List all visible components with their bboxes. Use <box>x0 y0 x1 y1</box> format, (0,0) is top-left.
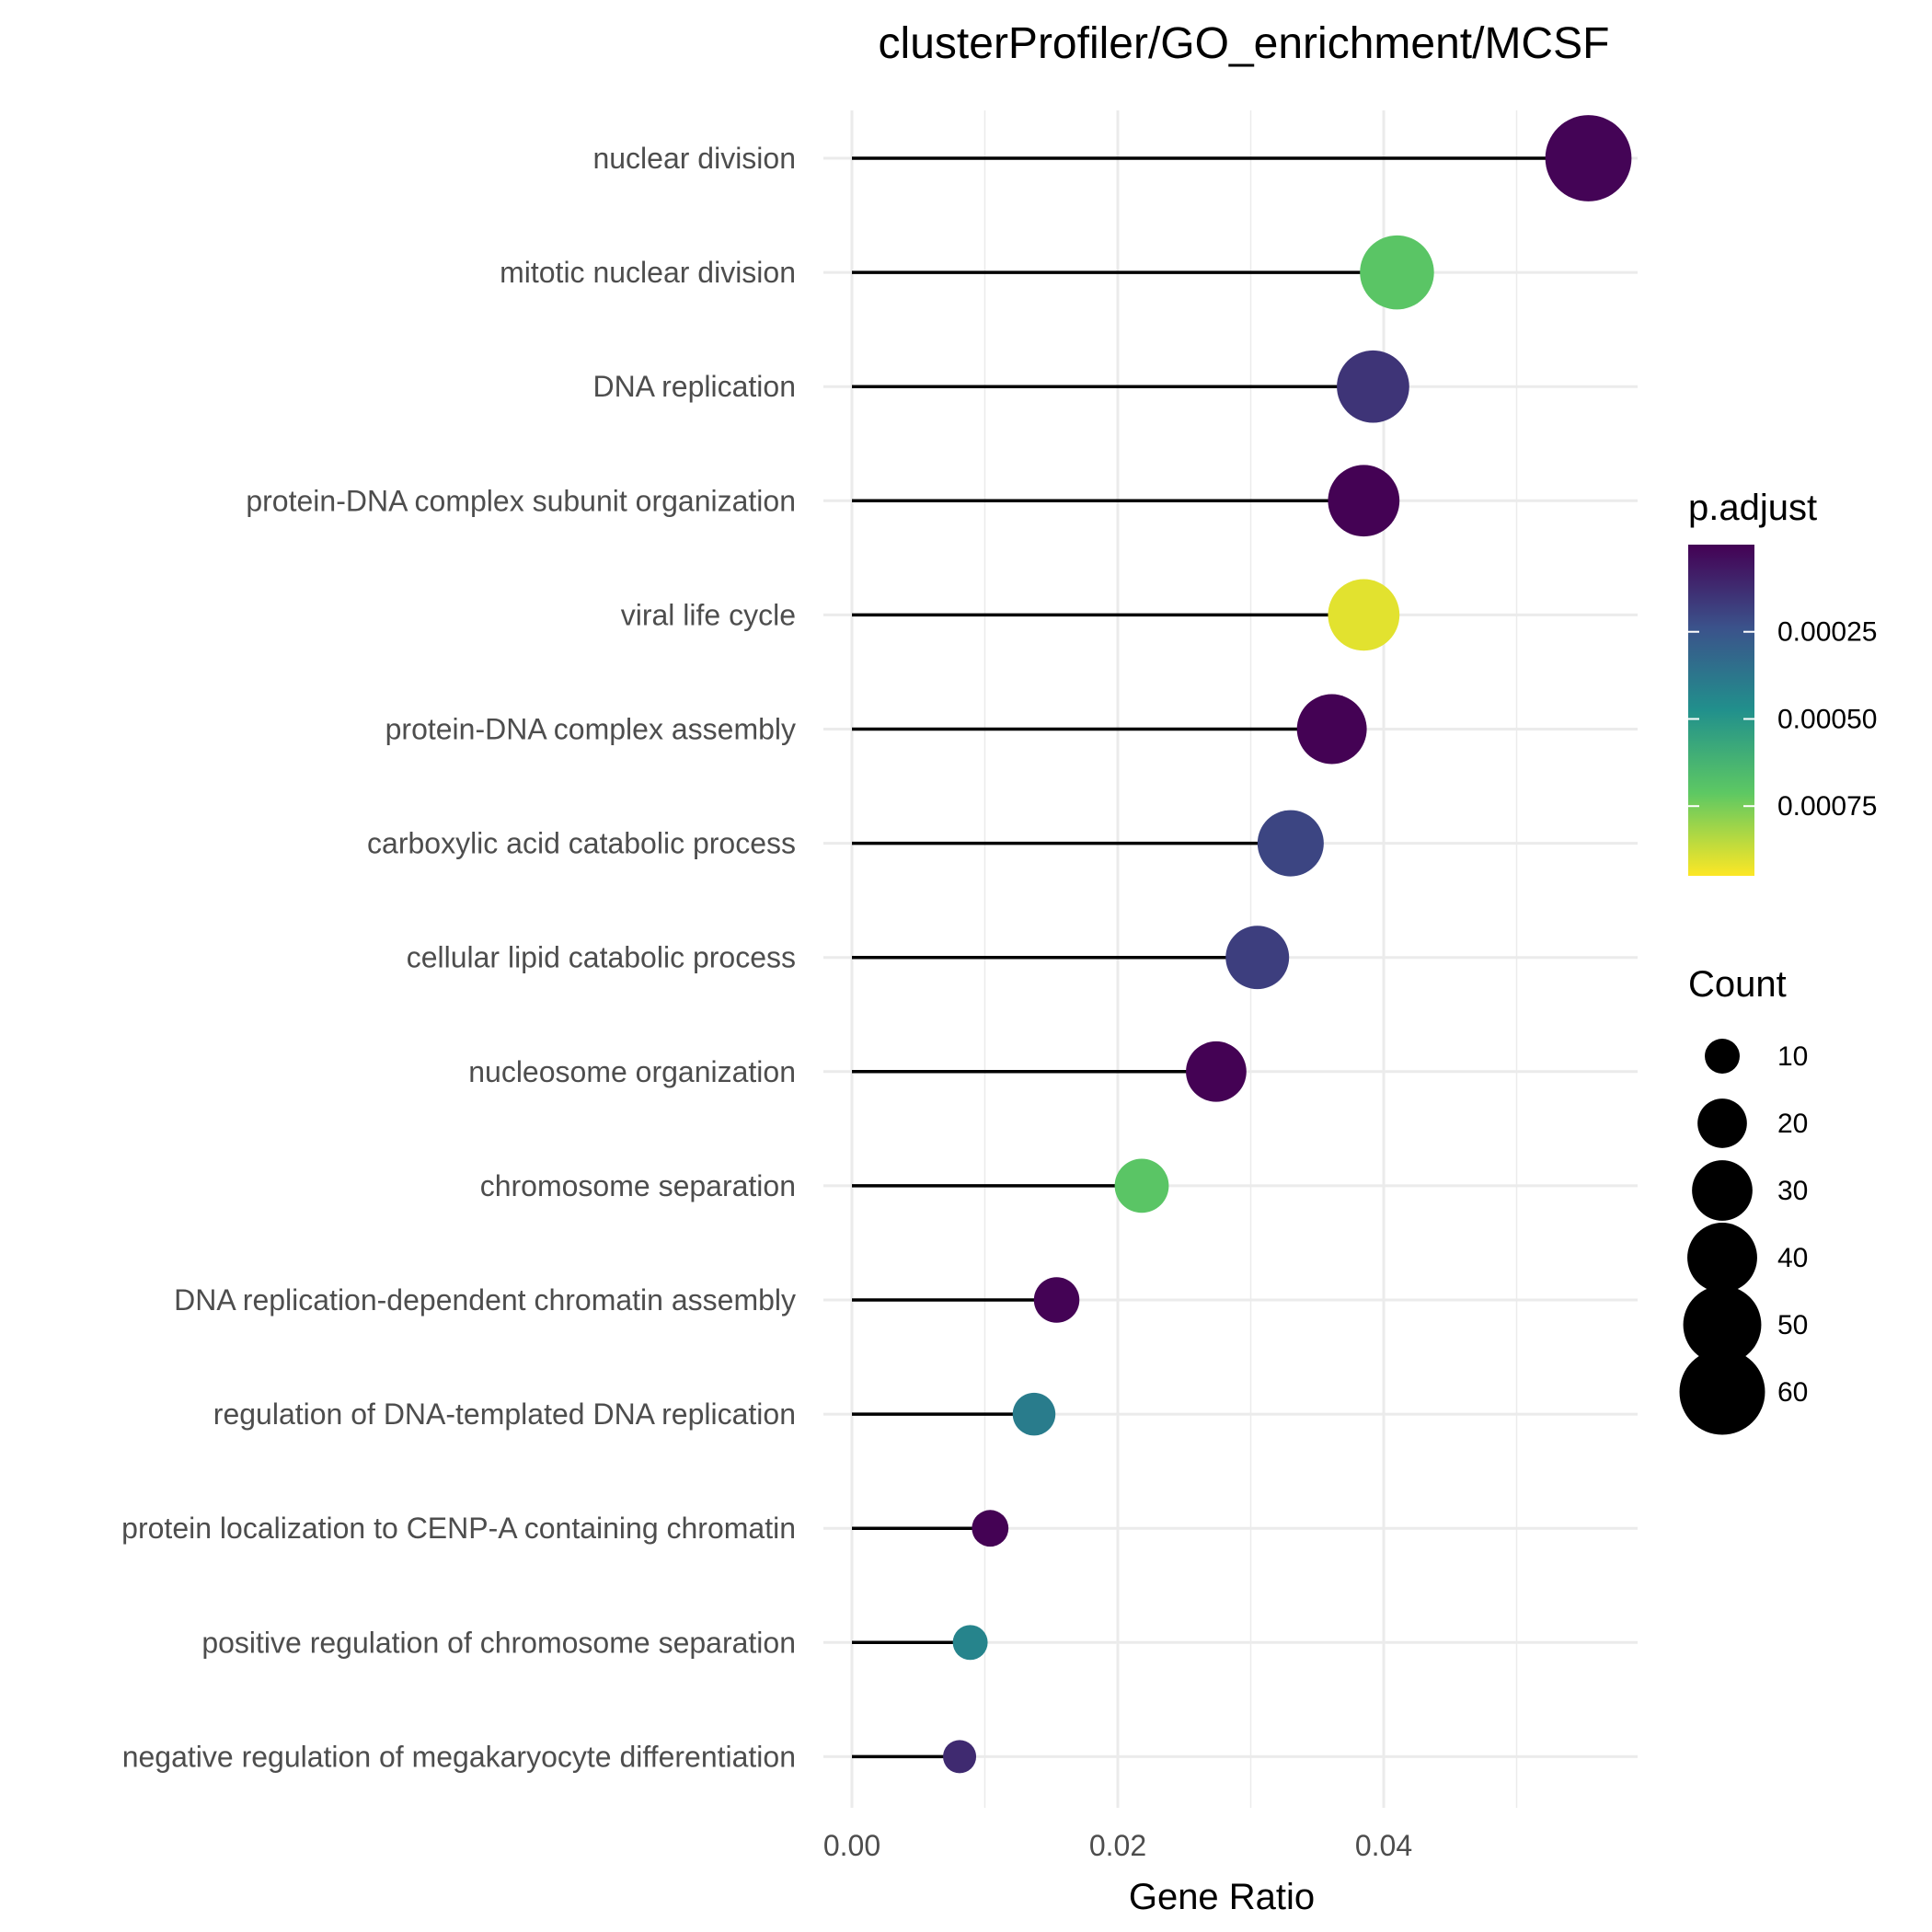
data-point <box>1033 1277 1080 1323</box>
category-label: negative regulation of megakaryocyte dif… <box>122 1740 796 1773</box>
x-tick-label: 0.04 <box>1355 1829 1412 1862</box>
category-label: chromosome separation <box>480 1169 796 1202</box>
category-label: nuclear division <box>592 142 796 175</box>
data-point <box>952 1625 988 1661</box>
data-point <box>1296 694 1367 765</box>
x-tick-labels: 0.00 0.02 0.04 <box>823 1829 1412 1862</box>
data-point <box>1257 810 1324 877</box>
category-label: mitotic nuclear division <box>500 256 796 289</box>
category-labels: nuclear division mitotic nuclear division… <box>121 142 796 1773</box>
size-legend-point <box>1687 1223 1757 1293</box>
size-legend-point <box>1697 1098 1747 1148</box>
category-label: protein-DNA complex subunit organization <box>246 484 796 517</box>
x-axis-title: Gene Ratio <box>1129 1877 1315 1917</box>
data-point <box>1337 350 1409 423</box>
category-label: nucleosome organization <box>468 1055 796 1088</box>
category-label: protein-DNA complex assembly <box>385 713 796 746</box>
data-point <box>972 1510 1009 1547</box>
data-point <box>1114 1158 1169 1213</box>
size-legend-label: 40 <box>1777 1243 1808 1273</box>
category-label: carboxylic acid catabolic process <box>367 827 796 860</box>
data-point <box>943 1740 977 1774</box>
category-label: DNA replication-dependent chromatin asse… <box>174 1283 796 1317</box>
category-label: protein localization to CENP-A containin… <box>121 1512 796 1545</box>
x-tick-label: 0.00 <box>823 1829 880 1862</box>
size-legend-point <box>1683 1285 1762 1364</box>
chart-title: clusterProfiler/GO_enrichment/MCSF <box>879 19 1610 68</box>
data-point <box>1012 1392 1056 1436</box>
size-legend-label: 30 <box>1777 1176 1808 1206</box>
legend-color-title: p.adjust <box>1688 488 1817 528</box>
point-layer <box>943 115 1632 1774</box>
category-label: cellular lipid catabolic process <box>407 941 796 974</box>
legend-size: Count 10 20 30 40 50 60 <box>1679 964 1808 1435</box>
size-legend-label: 50 <box>1777 1310 1808 1340</box>
color-bar-label: 0.00075 <box>1777 791 1877 822</box>
data-point <box>1186 1041 1247 1102</box>
data-point <box>1360 235 1434 310</box>
category-label: regulation of DNA-templated DNA replicat… <box>213 1397 796 1431</box>
size-legend-point <box>1705 1039 1740 1074</box>
color-bar-label: 0.00050 <box>1777 704 1877 734</box>
category-label: DNA replication <box>592 370 796 403</box>
data-point <box>1225 926 1290 990</box>
size-legend-point <box>1679 1349 1765 1435</box>
plot-panel <box>823 110 1638 1808</box>
stem-layer <box>852 156 1589 1759</box>
category-label: viral life cycle <box>621 598 796 631</box>
legend-color: p.adjust 0.00025 0.00050 0.00075 <box>1688 488 1877 876</box>
size-legend-label: 60 <box>1777 1377 1808 1408</box>
category-label: positive regulation of chromosome separa… <box>201 1626 796 1659</box>
size-legend-label: 10 <box>1777 1041 1808 1072</box>
x-tick-label: 0.02 <box>1089 1829 1146 1862</box>
data-point <box>1328 465 1400 537</box>
size-legend-label: 20 <box>1777 1109 1808 1139</box>
color-bar <box>1688 545 1754 876</box>
size-legend-point <box>1692 1160 1753 1221</box>
data-point <box>1545 115 1632 201</box>
color-bar-label: 0.00025 <box>1777 617 1877 648</box>
data-point <box>1328 579 1400 651</box>
legend-size-title: Count <box>1688 964 1787 1005</box>
